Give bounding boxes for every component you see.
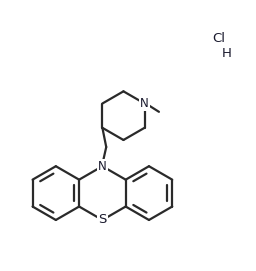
Text: N: N	[140, 97, 149, 110]
Text: N: N	[98, 160, 107, 173]
Text: S: S	[98, 214, 106, 227]
Text: Cl: Cl	[212, 32, 226, 45]
Text: H: H	[221, 47, 231, 60]
